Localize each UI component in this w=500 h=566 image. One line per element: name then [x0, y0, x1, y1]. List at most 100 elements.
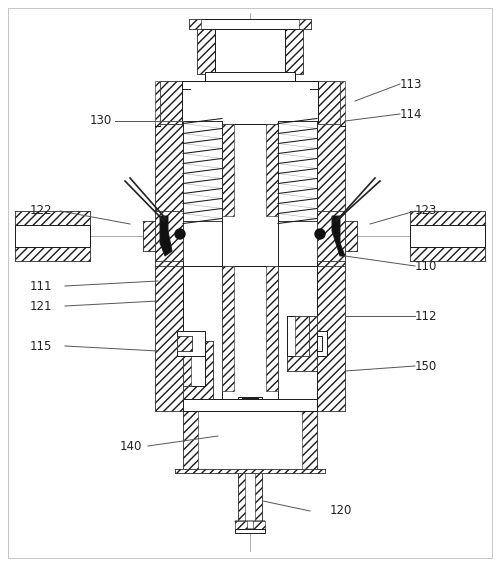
Bar — [287, 316, 317, 371]
Bar — [143, 221, 155, 251]
Bar — [215, 19, 285, 74]
Bar — [266, 266, 278, 391]
Bar — [155, 266, 183, 411]
Text: 122: 122 — [30, 204, 52, 217]
Bar — [299, 19, 311, 29]
Bar — [234, 406, 242, 434]
Bar — [278, 121, 317, 126]
Text: 111: 111 — [30, 280, 52, 293]
Text: 115: 115 — [30, 340, 52, 353]
Bar — [278, 121, 317, 221]
Bar — [183, 411, 317, 471]
Text: 120: 120 — [330, 504, 352, 517]
Bar — [160, 81, 182, 126]
Text: 121: 121 — [30, 299, 52, 312]
Text: 113: 113 — [400, 78, 422, 91]
Bar — [177, 336, 192, 351]
Bar — [175, 469, 325, 473]
Bar — [182, 81, 318, 126]
Bar — [317, 336, 322, 351]
Bar — [317, 211, 345, 261]
Bar — [15, 247, 90, 261]
Bar — [235, 529, 265, 533]
Bar — [155, 81, 160, 126]
Bar — [143, 221, 155, 251]
Bar — [242, 398, 258, 406]
Text: 130: 130 — [90, 114, 112, 127]
Bar — [295, 316, 309, 356]
Bar — [302, 411, 317, 471]
Bar — [222, 266, 278, 411]
Bar — [318, 81, 340, 126]
Text: 140: 140 — [120, 440, 142, 452]
Bar — [287, 316, 309, 356]
Bar — [287, 316, 317, 371]
Bar — [175, 469, 325, 473]
Bar — [183, 399, 317, 411]
Bar — [197, 19, 215, 74]
Bar — [183, 341, 191, 386]
Bar — [183, 411, 198, 471]
Bar — [205, 72, 295, 86]
Bar — [222, 124, 278, 266]
Bar — [410, 247, 485, 261]
Bar — [222, 266, 234, 391]
Bar — [340, 81, 345, 126]
Bar — [410, 211, 485, 261]
Bar — [317, 124, 345, 266]
Bar — [228, 409, 238, 471]
Bar — [345, 221, 357, 251]
Bar — [189, 19, 201, 29]
Bar — [253, 521, 265, 529]
Bar — [15, 225, 90, 247]
Bar — [183, 341, 213, 411]
Bar — [197, 19, 303, 74]
Bar — [183, 266, 317, 411]
Bar — [189, 19, 311, 29]
Bar — [183, 341, 213, 411]
Bar — [15, 211, 90, 261]
Circle shape — [175, 229, 185, 239]
Polygon shape — [235, 521, 265, 529]
Text: 110: 110 — [415, 259, 438, 272]
Bar — [317, 266, 345, 411]
Bar — [285, 19, 303, 74]
Bar — [183, 341, 205, 386]
Bar — [228, 409, 272, 471]
Bar — [238, 397, 262, 409]
Bar — [317, 331, 327, 356]
Bar — [183, 121, 222, 126]
Bar — [266, 124, 278, 216]
Bar — [183, 124, 317, 266]
Bar — [155, 266, 345, 411]
Bar — [155, 124, 345, 266]
Polygon shape — [160, 216, 172, 256]
Text: 150: 150 — [415, 359, 437, 372]
Bar — [235, 521, 247, 529]
Bar — [160, 81, 340, 126]
Bar — [410, 211, 485, 225]
Text: 112: 112 — [415, 310, 438, 323]
Bar — [155, 124, 183, 266]
Bar — [222, 124, 234, 216]
Bar — [177, 331, 205, 356]
Bar — [345, 221, 357, 251]
Bar — [234, 406, 242, 434]
Bar — [15, 211, 90, 225]
Bar — [238, 469, 245, 521]
Bar — [183, 121, 222, 221]
Bar — [238, 469, 262, 521]
Bar — [258, 406, 266, 434]
Bar — [177, 336, 192, 351]
Bar — [410, 225, 485, 247]
Bar — [255, 469, 262, 521]
Bar — [258, 406, 266, 434]
Text: 123: 123 — [415, 204, 438, 217]
Bar — [262, 409, 272, 471]
Text: 114: 114 — [400, 108, 422, 121]
Bar — [317, 211, 345, 261]
Bar — [155, 211, 183, 261]
Bar — [155, 211, 183, 261]
Polygon shape — [332, 216, 345, 256]
Circle shape — [315, 229, 325, 239]
